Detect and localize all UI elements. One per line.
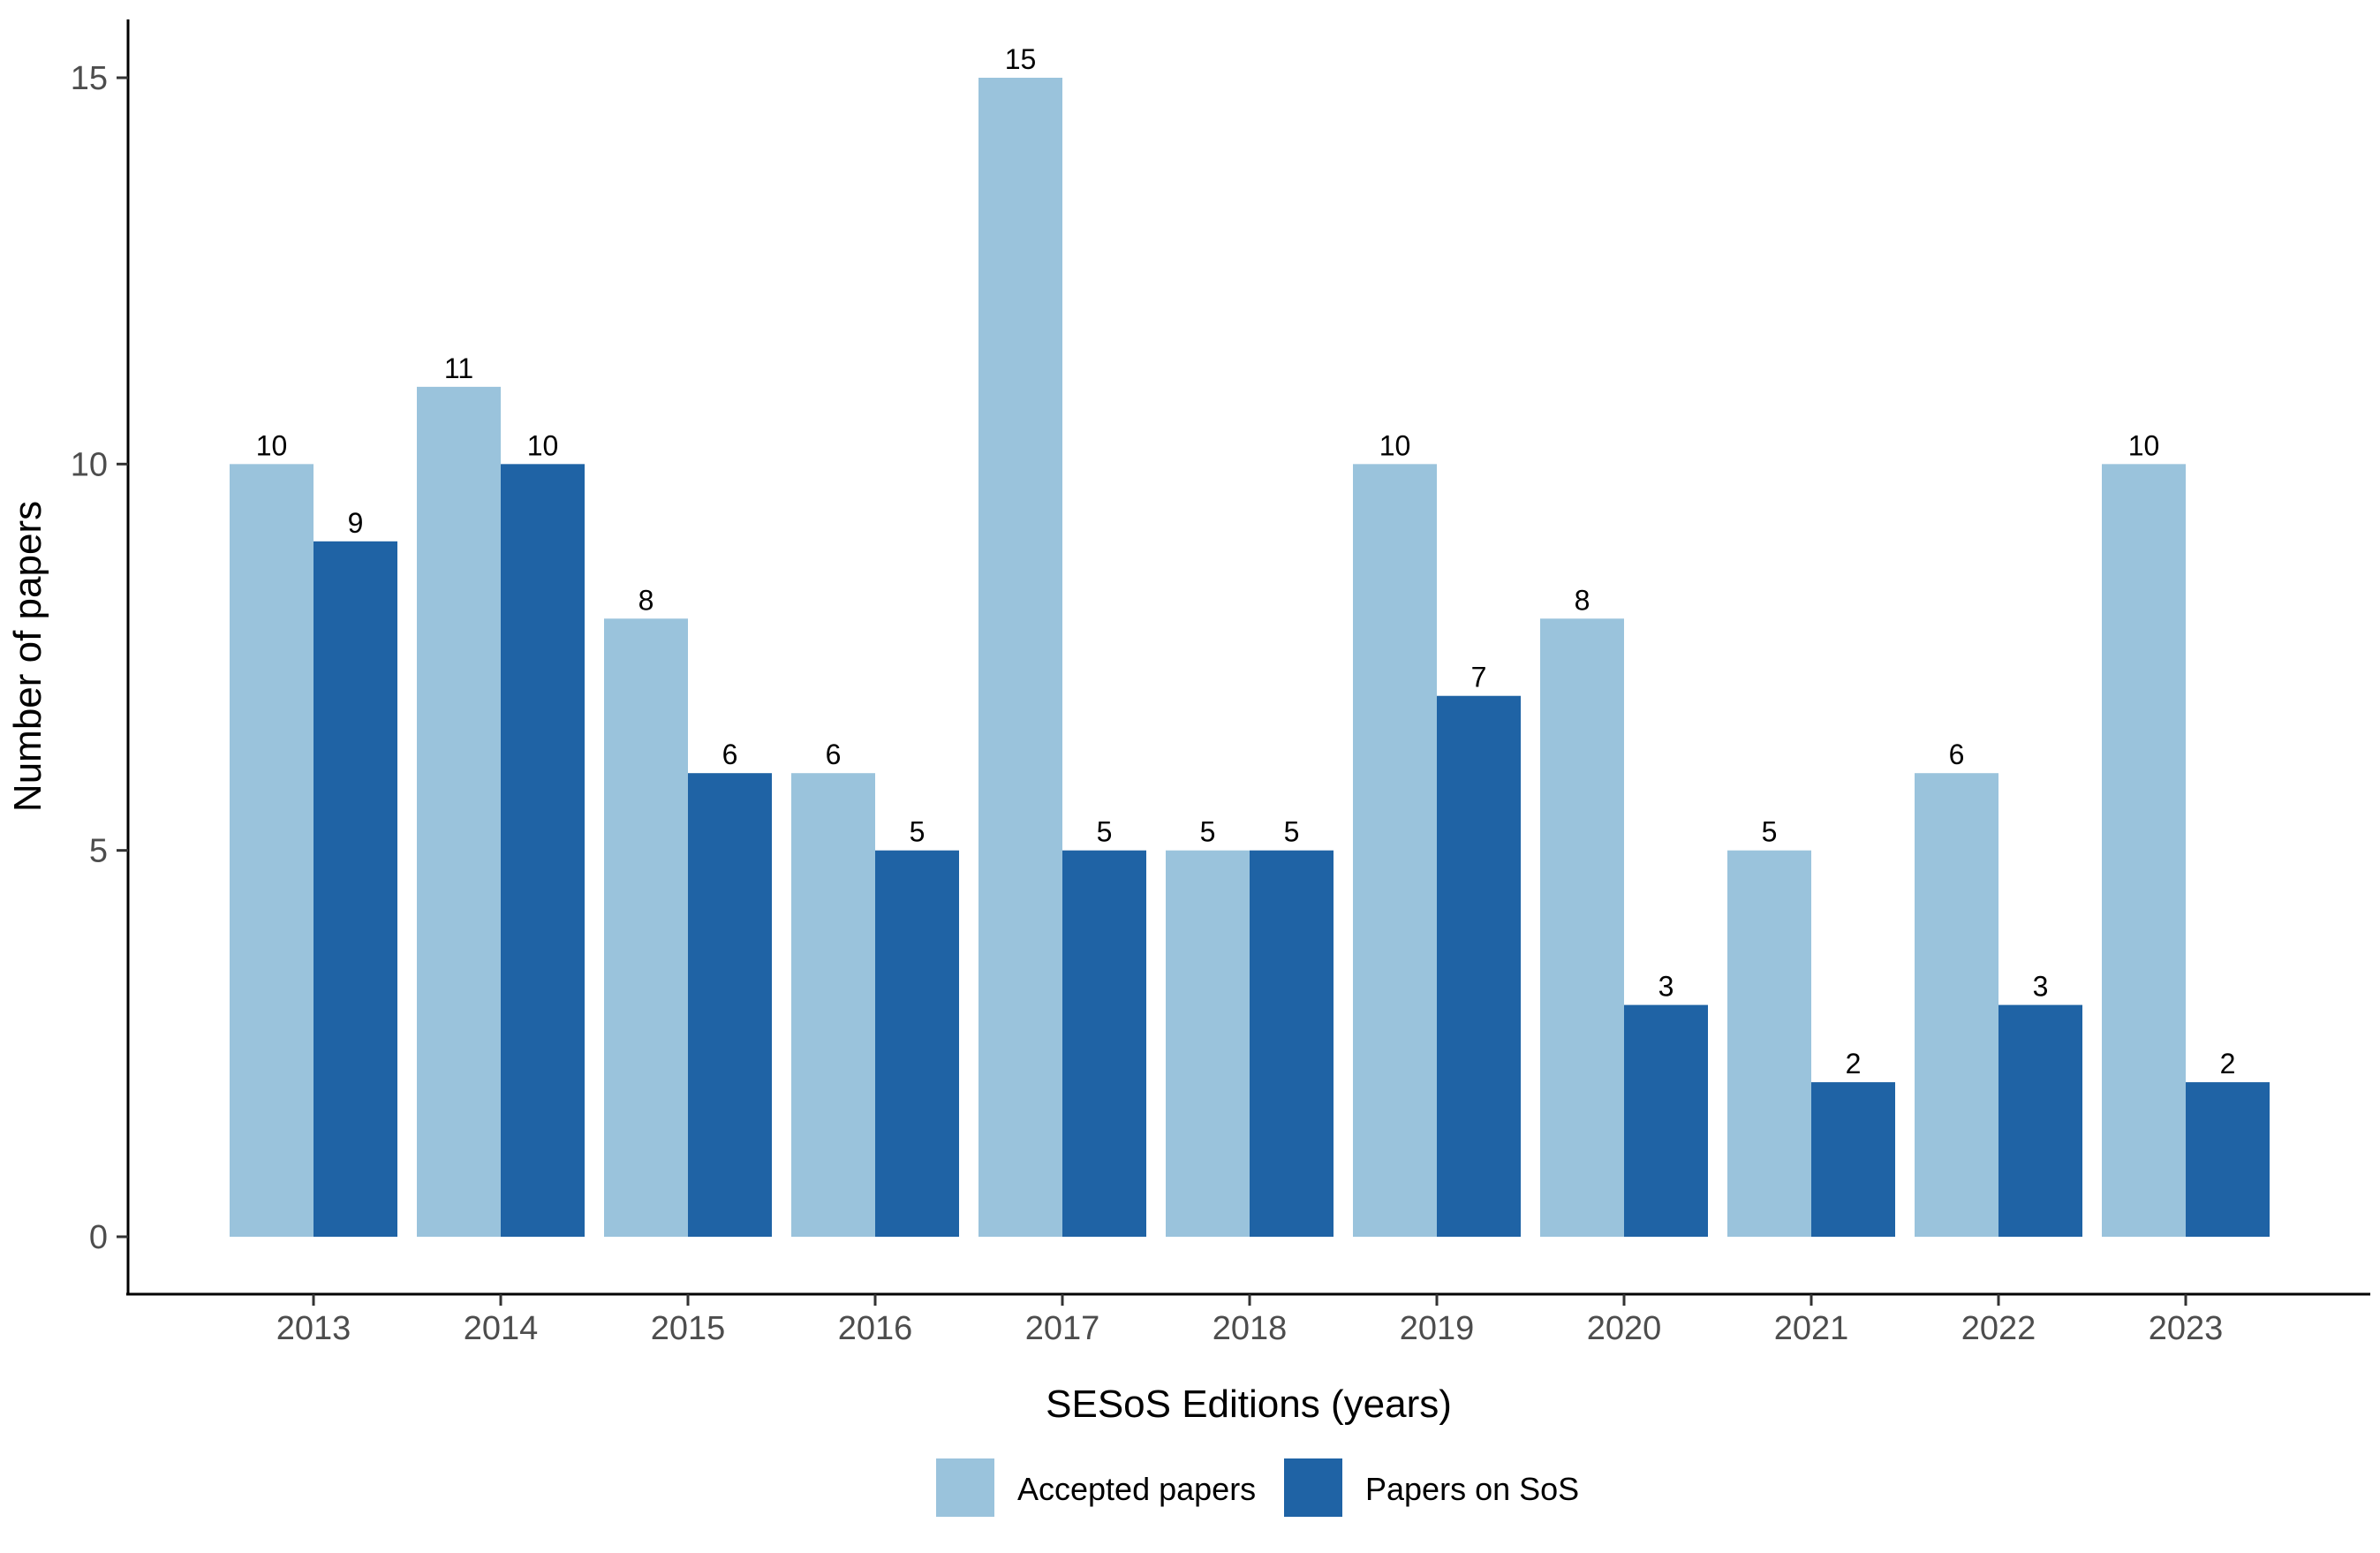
- bar-sos-2022: [1998, 1004, 2082, 1237]
- x-tick-label: 2013: [276, 1310, 351, 1347]
- data-label-sos-2020: 3: [1658, 971, 1674, 1003]
- data-label-accepted-2021: 5: [1762, 816, 1778, 848]
- data-label-accepted-2022: 6: [1949, 739, 1965, 770]
- bar-sos-2015: [688, 773, 772, 1237]
- bar-sos-2014: [501, 464, 585, 1237]
- y-tick-label: 15: [71, 60, 108, 97]
- data-label-sos-2018: 5: [1284, 816, 1300, 848]
- x-tick-label: 2023: [2149, 1310, 2224, 1347]
- data-label-sos-2015: 6: [722, 739, 738, 770]
- bar-sos-2017: [1062, 850, 1146, 1237]
- bar-accepted-2014: [417, 386, 501, 1237]
- x-tick-label: 2021: [1774, 1310, 1849, 1347]
- legend: Accepted papers Papers on SoS: [936, 1458, 1579, 1517]
- bars-layer: [230, 78, 2270, 1237]
- data-label-sos-2023: 2: [2220, 1048, 2236, 1080]
- data-label-accepted-2015: 8: [638, 584, 654, 616]
- x-tick-label: 2022: [1961, 1310, 2036, 1347]
- bar-accepted-2018: [1166, 850, 1250, 1237]
- y-tick-label: 10: [71, 446, 108, 483]
- x-tick-label: 2017: [1025, 1310, 1100, 1347]
- bar-accepted-2016: [791, 773, 875, 1237]
- y-tick-label: 5: [89, 833, 108, 870]
- data-label-accepted-2020: 8: [1575, 584, 1590, 616]
- data-label-sos-2014: 10: [527, 429, 559, 461]
- bar-accepted-2023: [2102, 464, 2186, 1237]
- bar-accepted-2017: [978, 78, 1062, 1237]
- bar-sos-2018: [1250, 850, 1334, 1237]
- bar-accepted-2020: [1540, 618, 1624, 1237]
- data-label-sos-2022: 3: [2033, 971, 2049, 1003]
- bar-accepted-2022: [1915, 773, 1998, 1237]
- data-label-accepted-2016: 6: [826, 739, 842, 770]
- bar-labels-layer: 10 9 11 10 8 6 6 5 15 5 5 5 10 7 8 3 5 2 6 3 10 2: [256, 43, 2236, 1080]
- x-ticks-layer: 2013 2014 2015 2016 2017 2018 2019 2020 2021 2022…: [276, 1294, 2224, 1347]
- x-tick-label: 2020: [1587, 1310, 1662, 1347]
- bar-sos-2023: [2186, 1082, 2270, 1237]
- data-label-sos-2017: 5: [1097, 816, 1113, 848]
- legend-key-accepted-papers: [936, 1458, 994, 1517]
- legend-label-accepted-papers: Accepted papers: [1017, 1471, 1256, 1507]
- bar-accepted-2015: [604, 618, 688, 1237]
- data-label-accepted-2013: 10: [256, 429, 288, 461]
- data-label-accepted-2014: 11: [444, 352, 473, 384]
- data-label-accepted-2018: 5: [1200, 816, 1216, 848]
- data-label-sos-2013: 9: [348, 507, 364, 539]
- y-axis-title: Number of papers: [6, 501, 49, 812]
- x-axis-title: SESoS Editions (years): [1046, 1383, 1452, 1426]
- bar-accepted-2013: [230, 464, 314, 1237]
- bar-accepted-2021: [1727, 850, 1811, 1237]
- bar-sos-2020: [1624, 1004, 1708, 1237]
- y-tick-label: 0: [89, 1219, 108, 1256]
- data-label-sos-2019: 7: [1471, 662, 1487, 693]
- x-tick-label: 2014: [464, 1310, 539, 1347]
- x-tick-label: 2016: [838, 1310, 913, 1347]
- data-label-sos-2016: 5: [910, 816, 926, 848]
- legend-key-papers-on-sos: [1284, 1458, 1342, 1517]
- data-label-accepted-2019: 10: [1379, 429, 1411, 461]
- data-label-sos-2021: 2: [1846, 1048, 1862, 1080]
- x-tick-label: 2018: [1213, 1310, 1288, 1347]
- bar-accepted-2019: [1353, 464, 1437, 1237]
- legend-label-papers-on-sos: Papers on SoS: [1365, 1471, 1579, 1507]
- x-tick-label: 2015: [651, 1310, 726, 1347]
- bar-sos-2021: [1811, 1082, 1895, 1237]
- data-label-accepted-2023: 10: [2128, 429, 2160, 461]
- bar-sos-2016: [875, 850, 959, 1237]
- y-ticks-layer: 0 5 10 15: [71, 60, 128, 1256]
- x-tick-label: 2019: [1400, 1310, 1475, 1347]
- bar-sos-2013: [314, 541, 397, 1237]
- data-label-accepted-2017: 15: [1005, 43, 1037, 75]
- bar-sos-2019: [1437, 695, 1521, 1237]
